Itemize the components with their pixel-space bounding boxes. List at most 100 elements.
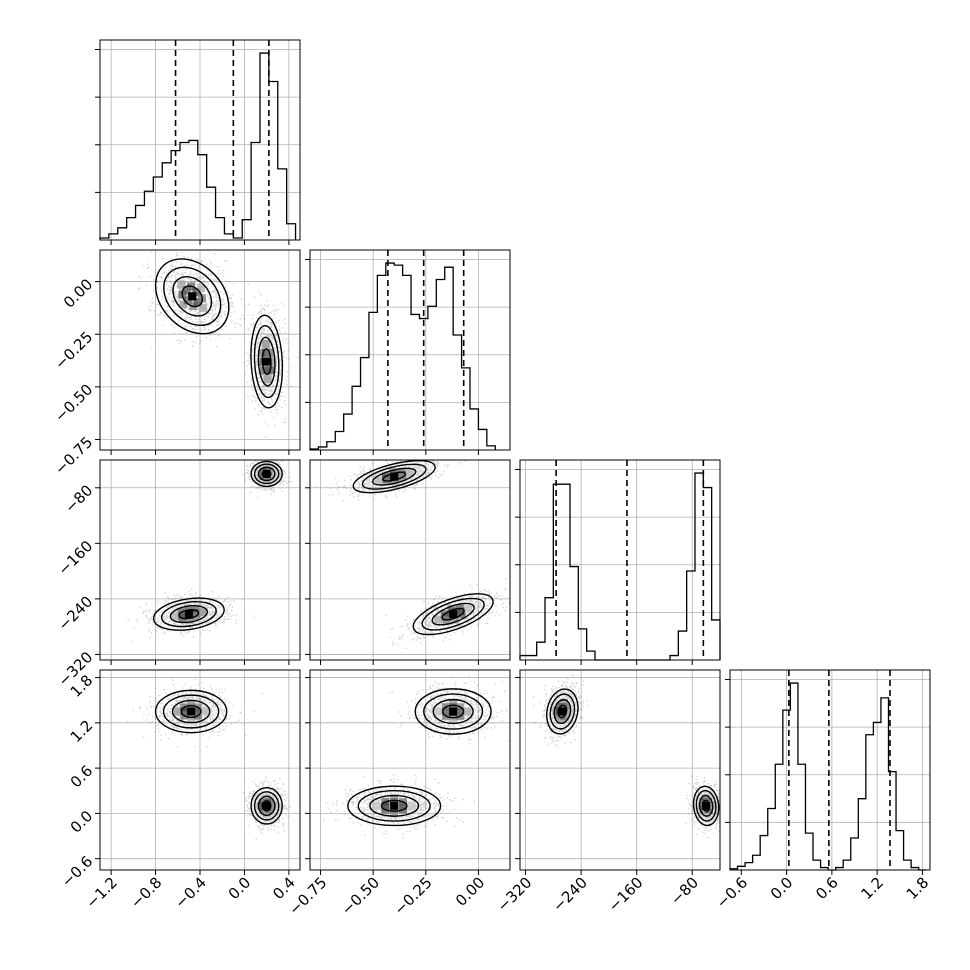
- y-tick-label: −240: [55, 593, 97, 635]
- density-cell: [179, 300, 188, 309]
- density-cell: [192, 288, 201, 297]
- panel-frame: [519, 459, 721, 661]
- contour-line: [557, 704, 568, 719]
- x-tick-label: 1.8: [903, 874, 933, 904]
- contour-line: [181, 285, 203, 308]
- y-tick-label: −0.75: [51, 433, 96, 478]
- density-peak: [262, 469, 271, 478]
- density-cell: [171, 612, 180, 621]
- contour-line: [154, 258, 230, 335]
- contour-line: [431, 602, 475, 626]
- density-cell: [391, 477, 400, 486]
- density-cell: [372, 801, 381, 810]
- x-tick-label: −240: [549, 874, 591, 916]
- density-cell: [183, 296, 192, 305]
- y-tick-label: −0.6: [58, 852, 96, 890]
- density-cell: [261, 340, 270, 349]
- contour-line: [250, 314, 284, 409]
- contour-line: [347, 785, 442, 827]
- y-tick-label: −80: [61, 481, 96, 516]
- density-cell: [200, 707, 209, 716]
- histogram-step: [729, 682, 927, 871]
- contour-panel-0-3: [154, 689, 283, 825]
- density-cell: [196, 284, 205, 293]
- density-cell: [180, 707, 189, 716]
- density-cell: [199, 304, 208, 313]
- density-cell: [390, 809, 399, 818]
- contour-line: [261, 469, 272, 479]
- y-tick-label: 0.00: [60, 275, 96, 311]
- contour-line: [152, 597, 225, 631]
- density-cells-layer: [171, 280, 715, 818]
- contour-panel-1-3: [347, 688, 492, 827]
- contour-line: [257, 336, 276, 387]
- contour-line: [380, 799, 408, 812]
- contour-line: [421, 597, 485, 631]
- density-cell: [449, 698, 458, 707]
- contour-line: [442, 704, 465, 719]
- contour-line: [250, 460, 283, 488]
- density-peak: [449, 610, 458, 619]
- contour-line: [261, 348, 272, 376]
- density-cell: [451, 615, 460, 624]
- contour-line: [180, 704, 202, 719]
- density-cell: [187, 711, 196, 720]
- contour-line: [357, 789, 431, 822]
- histogram-step: [99, 52, 297, 240]
- scatter-panel-1-2: [314, 460, 510, 650]
- density-cell: [434, 707, 443, 716]
- x-tick-label: −0.4: [171, 874, 209, 912]
- scatter-panel-0-1: [138, 251, 300, 438]
- contour-line: [372, 467, 417, 486]
- histogram-step: [519, 472, 721, 661]
- hist-panel-0: [99, 40, 297, 240]
- contour-line: [549, 693, 576, 730]
- density-cell: [268, 357, 277, 366]
- density-cell: [187, 699, 196, 708]
- contour-line: [162, 694, 220, 729]
- contour-line: [160, 601, 217, 628]
- contour-line: [169, 605, 209, 624]
- density-cell: [456, 707, 465, 716]
- density-cell: [464, 604, 473, 613]
- density-peak: [702, 801, 711, 810]
- contour-line: [253, 791, 280, 821]
- x-tick-label: 0.6: [812, 874, 842, 904]
- density-cell: [407, 801, 416, 810]
- density-cell: [463, 707, 472, 716]
- density-peak: [449, 707, 458, 716]
- contour-line: [382, 471, 407, 482]
- panel-frame: [309, 459, 511, 661]
- contour-line: [257, 795, 276, 817]
- density-cell: [374, 476, 383, 485]
- contour-line: [352, 460, 436, 494]
- contour-line: [692, 785, 720, 827]
- contour-line: [253, 463, 280, 485]
- density-cell: [560, 699, 569, 708]
- y-tick-label: 0.0: [67, 807, 97, 837]
- density-cell: [198, 608, 207, 617]
- contour-line: [698, 794, 714, 817]
- density-cell: [193, 707, 202, 716]
- density-cell: [187, 703, 196, 712]
- density-cell: [268, 801, 277, 810]
- density-cell: [173, 707, 182, 716]
- density-cell: [449, 703, 458, 712]
- contour-panel-0-1: [154, 258, 284, 409]
- contour-line: [441, 607, 465, 621]
- x-tick-label: −160: [605, 874, 647, 916]
- contour-line: [369, 794, 420, 817]
- contour-lines-layer: [152, 258, 720, 827]
- density-cell: [268, 469, 277, 478]
- x-tick-label: 0.00: [452, 874, 488, 910]
- y-tick-label: 1.2: [67, 716, 97, 746]
- contour-line: [361, 463, 427, 490]
- panel-frame: [519, 669, 721, 871]
- contour-line: [412, 593, 494, 636]
- x-tick-label: −0.6: [713, 874, 751, 912]
- contour-line: [250, 787, 283, 825]
- x-tick-label: 0.0: [767, 874, 797, 904]
- x-tick-label: −0.25: [390, 874, 435, 919]
- density-cell: [564, 708, 573, 717]
- contour-panel-2-3: [546, 688, 720, 827]
